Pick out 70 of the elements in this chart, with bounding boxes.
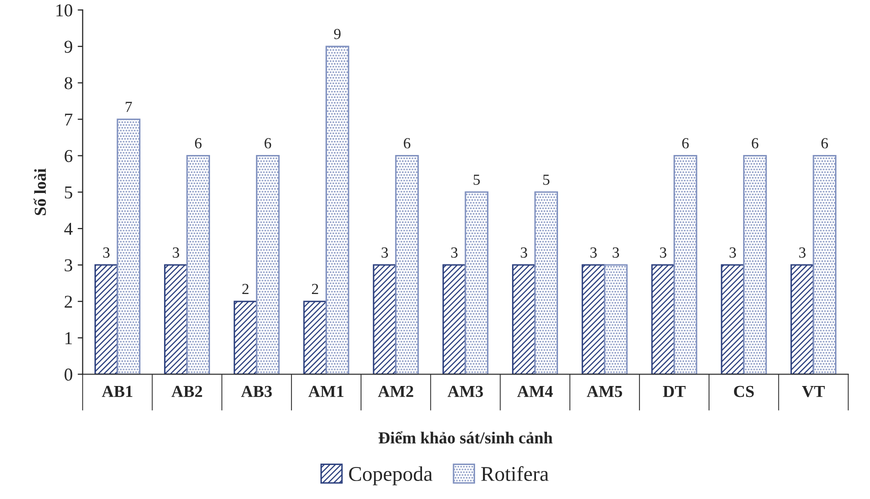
bar xyxy=(790,264,814,374)
y-axis-title: Số loài xyxy=(34,168,46,216)
data-label: 6 xyxy=(404,138,410,148)
data-label: 3 xyxy=(520,247,528,258)
bar xyxy=(372,264,397,374)
bar xyxy=(743,154,767,374)
legend-label: Rotifera xyxy=(481,466,549,482)
legend-label: Copepoda xyxy=(349,466,432,486)
x-tick-label: AB3 xyxy=(241,386,272,398)
data-label: 9 xyxy=(334,28,341,40)
data-label: 2 xyxy=(312,284,318,294)
data-label: 6 xyxy=(821,138,828,148)
x-tick-label: AB2 xyxy=(171,386,202,397)
data-label: 5 xyxy=(474,174,480,185)
data-label: 7 xyxy=(126,102,132,112)
bar xyxy=(534,191,558,374)
data-label: 6 xyxy=(682,138,689,148)
bar xyxy=(256,154,280,374)
bar xyxy=(186,154,210,374)
x-tick-label: AM4 xyxy=(517,386,553,397)
data-label: 3 xyxy=(451,247,458,258)
bar xyxy=(604,264,628,374)
bar xyxy=(442,264,466,374)
y-tick-label: 4 xyxy=(64,222,73,235)
x-tick-label: AM1 xyxy=(308,386,344,397)
data-label: 3 xyxy=(382,247,388,258)
bar xyxy=(674,154,698,374)
data-label: 2 xyxy=(242,284,248,294)
data-label: 6 xyxy=(195,138,202,148)
y-tick-label: 2 xyxy=(64,296,72,308)
y-tick-label: 7 xyxy=(65,114,72,126)
y-tick-label: 10 xyxy=(56,4,72,16)
bar xyxy=(720,264,745,374)
data-label: 3 xyxy=(660,247,666,258)
bar xyxy=(582,264,606,374)
data-label: 6 xyxy=(264,138,272,148)
y-tick-label: 5 xyxy=(64,186,72,199)
data-label: 3 xyxy=(612,247,620,258)
bar xyxy=(395,154,419,374)
y-tick-label: 3 xyxy=(64,259,72,272)
bar xyxy=(812,154,836,374)
y-tick-label: 8 xyxy=(64,77,72,90)
y-tick-label: 0 xyxy=(64,368,72,381)
bar xyxy=(116,118,140,374)
x-axis-title: Điểm khảo sát/sinh cảnh xyxy=(378,431,552,444)
bar xyxy=(651,264,675,374)
data-label: 3 xyxy=(103,247,110,258)
x-tick-label: AB1 xyxy=(102,386,132,397)
bar xyxy=(464,191,488,374)
x-tick-label: CS xyxy=(734,386,754,398)
data-label: 6 xyxy=(752,138,758,148)
data-label: 3 xyxy=(590,247,597,258)
bar xyxy=(512,264,536,374)
bar xyxy=(164,264,188,374)
x-tick-label: VT xyxy=(802,386,825,398)
data-label: 3 xyxy=(730,247,736,258)
bar xyxy=(234,300,258,374)
x-tick-label: AM5 xyxy=(586,386,622,398)
bar xyxy=(94,264,118,374)
data-label: 3 xyxy=(799,247,806,258)
data-label: 5 xyxy=(543,174,550,185)
data-label: 3 xyxy=(172,247,180,258)
x-tick-label: DT xyxy=(662,386,686,397)
bar xyxy=(326,46,350,374)
y-tick-label: 1 xyxy=(65,332,72,344)
x-tick-label: AM2 xyxy=(378,386,414,397)
x-tick-label: AM3 xyxy=(448,386,483,398)
bar xyxy=(303,300,327,374)
y-tick-label: 9 xyxy=(64,40,72,53)
y-tick-label: 6 xyxy=(64,150,72,162)
